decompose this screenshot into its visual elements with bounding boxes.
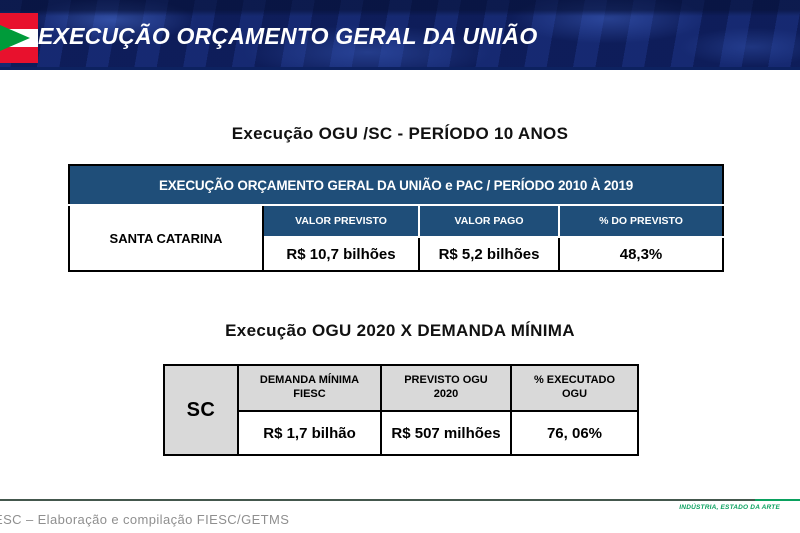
table2-value-previsto-ogu: R$ 507 milhões [380,410,512,456]
footer-divider-green-segment [755,499,800,501]
table2-row-label: SC [163,364,239,456]
table1-title-cell: EXECUÇÃO ORÇAMENTO GERAL DA UNIÃO e PAC … [67,164,725,206]
footer-divider [0,499,800,501]
table2-colheader-demanda-minima: DEMANDA MÍNIMA FIESC [237,364,382,412]
table2-value-pct-executado: 76, 06% [510,410,639,456]
section-title-10anos: Execução OGU /SC - PERÍODO 10 ANOS [231,124,569,143]
table1-colheader-valor-previsto: VALOR PREVISTO [262,204,420,238]
ogu-10anos-table: EXECUÇÃO ORÇAMENTO GERAL DA UNIÃO e PAC … [67,164,725,272]
table1-value-pct-previsto: 48,3% [557,236,725,272]
table1-colheader-valor-pago: VALOR PAGO [418,204,560,238]
sc-flag-icon [0,13,38,63]
table2-colheader-previsto-ogu: PREVISTO OGU 2020 [380,364,512,412]
table1-value-valor-previsto: R$ 10,7 bilhões [262,236,420,272]
table1-row-label: SANTA CATARINA [68,204,264,272]
table2-value-demanda-minima: R$ 1,7 bilhão [237,410,382,456]
footer-credit: ESC – Elaboração e compilação FIESC/GETM… [0,512,290,527]
table2-colheader-pct-executado: % EXECUTADO OGU [510,364,639,412]
brand-tagline: INDÚSTRIA, ESTADO DA ARTE [679,504,780,511]
slide-title: EXECUÇÃO ORÇAMENTO GERAL DA UNIÃO [38,23,538,49]
section-title-2020: Execução OGU 2020 X DEMANDA MÍNIMA [225,321,575,340]
table1-colheader-pct-previsto: % DO PREVISTO [557,204,725,238]
header-banner: EXECUÇÃO ORÇAMENTO GERAL DA UNIÃO [0,0,800,70]
table1-value-valor-pago: R$ 5,2 bilhões [418,236,560,272]
ogu-2020-table: SC DEMANDA MÍNIMA FIESC PREVISTO OGU 202… [163,364,639,456]
flag-green-triangle [0,25,30,51]
